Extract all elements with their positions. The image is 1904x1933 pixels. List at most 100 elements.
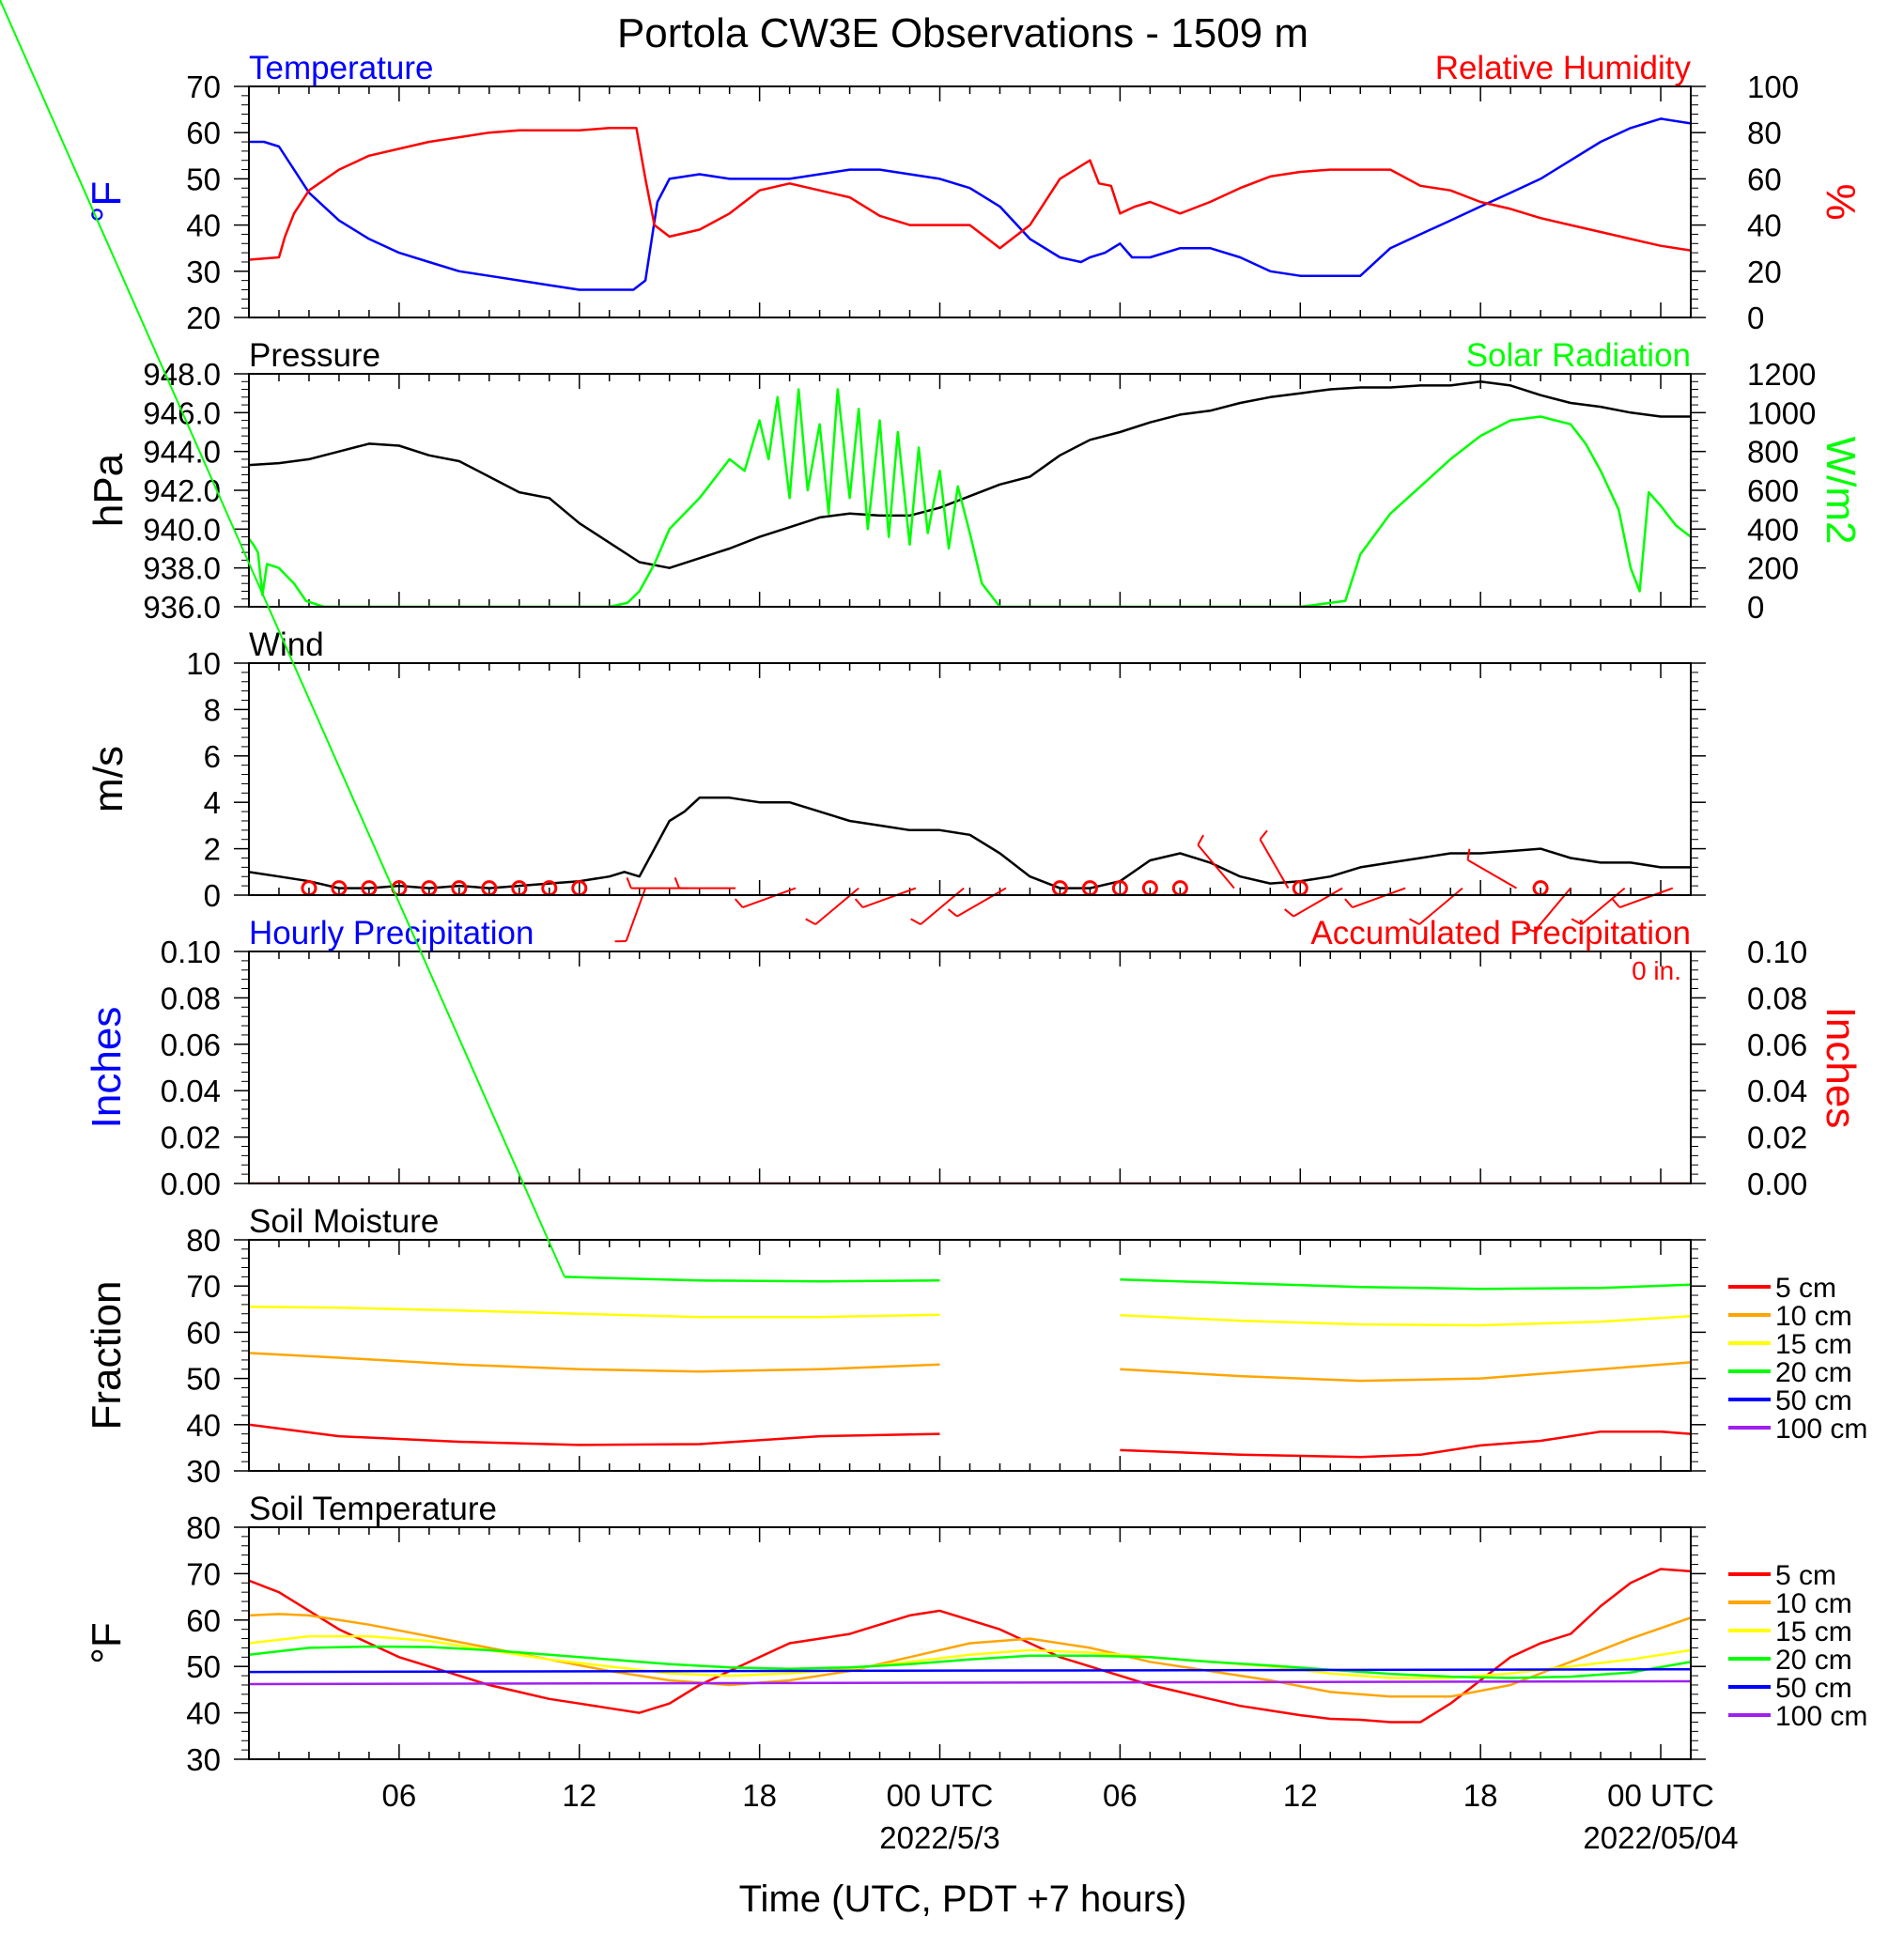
series-20-cm xyxy=(1120,1278,1691,1291)
panel-frame xyxy=(248,951,1692,1184)
panel-frame xyxy=(248,373,1692,608)
x-axis-title: Time (UTC, PDT +7 hours) xyxy=(739,1879,1187,1920)
series-group xyxy=(249,1276,1691,1459)
series-5-cm xyxy=(249,1423,940,1446)
wind-barb xyxy=(920,887,965,925)
legend-label: 10 cm xyxy=(1775,1588,1852,1619)
y-axis-title-right: % xyxy=(1818,183,1864,220)
panel-label-left: Soil Temperature xyxy=(249,1491,497,1527)
y-tick-label-left: 0.00 xyxy=(161,1167,221,1201)
y-tick-label-left: 40 xyxy=(186,209,221,243)
series-solar xyxy=(249,388,1691,607)
y-tick-label-right: 1200 xyxy=(1747,357,1816,392)
x-tick-label: 18 xyxy=(742,1778,777,1813)
wind-barb-flag xyxy=(734,898,744,908)
y-tick-label-right: 0.10 xyxy=(1747,935,1807,969)
y-tick-label-right: 0.02 xyxy=(1747,1121,1807,1155)
y-tick-label-right: 20 xyxy=(1747,255,1782,289)
y-axis-title-left: m/s xyxy=(85,746,132,812)
y-tick-label-right: 60 xyxy=(1747,162,1782,196)
x-tick-label: 12 xyxy=(562,1778,596,1813)
wind-barb-flag xyxy=(626,877,632,889)
legend-label: 5 cm xyxy=(1775,1560,1836,1591)
y-tick-label-left: 940.0 xyxy=(143,512,221,547)
wind-barb-flag xyxy=(1571,918,1583,926)
y-tick-label-left: 0 xyxy=(204,878,221,913)
wind-barb-flag xyxy=(1408,918,1420,926)
wind-barb-flag xyxy=(805,918,816,926)
legend-label: 100 cm xyxy=(1775,1414,1867,1445)
panel-label-left: Pressure xyxy=(249,337,380,374)
y-axis-title-left: °F xyxy=(84,181,130,223)
x-tick-label: 00 UTC xyxy=(887,1778,994,1813)
y-tick-label-left: 948.0 xyxy=(143,357,221,392)
y-tick-label-right: 0.04 xyxy=(1747,1074,1807,1108)
y-tick-label-right: 100 xyxy=(1747,70,1799,104)
y-tick-label-right: 1000 xyxy=(1747,395,1816,430)
wind-barb-flag xyxy=(910,918,921,926)
y-tick-label-left: 944.0 xyxy=(143,435,221,470)
series-10-cm xyxy=(249,1352,940,1373)
x-date-label: 2022/5/3 xyxy=(879,1820,999,1855)
wind-barb xyxy=(1352,887,1406,909)
y-tick-label-left: 40 xyxy=(186,1408,221,1443)
y-tick-label-right: 400 xyxy=(1747,512,1799,547)
x-tick-label: 00 UTC xyxy=(1607,1778,1714,1813)
series-10-cm xyxy=(1120,1361,1691,1383)
y-tick-label-right: 0.00 xyxy=(1747,1167,1807,1201)
x-date-label: 2022/05/04 xyxy=(1583,1820,1738,1855)
y-tick-label-left: 70 xyxy=(186,1269,221,1304)
panel-label-left: Temperature xyxy=(249,50,433,86)
y-tick-label-left: 0.06 xyxy=(161,1028,221,1062)
series-group xyxy=(249,1568,1691,1724)
y-tick-label-left: 936.0 xyxy=(143,590,221,625)
wind-barb xyxy=(814,887,859,925)
wind-barb-flag xyxy=(854,898,864,908)
wind-barb xyxy=(1619,887,1674,909)
legend-label: 15 cm xyxy=(1775,1616,1852,1647)
y-tick-label-left: 0.10 xyxy=(161,935,221,969)
x-tick-label: 18 xyxy=(1463,1778,1498,1813)
series-wind xyxy=(249,796,1691,889)
y-axis-title-right: Inches xyxy=(1818,1007,1864,1129)
panel-frame xyxy=(248,662,1692,896)
y-axis-title-left: Inches xyxy=(84,1007,130,1129)
y-tick-label-left: 50 xyxy=(186,1649,221,1684)
series-group xyxy=(249,380,1691,607)
panel-label-right: Accumulated Precipitation xyxy=(1310,915,1691,951)
x-tick-label: 12 xyxy=(1283,1778,1318,1813)
y-tick-label-left: 40 xyxy=(186,1696,221,1731)
series-15-cm xyxy=(249,1306,940,1319)
wind-barb xyxy=(862,887,917,909)
x-axis: 06 12 18 00 UTC 06 12 18 00 UTC 2022/5/3 2022/05/… xyxy=(382,1778,1739,1855)
panel-wind: 0 2 4 6 8 10 Wind m/s xyxy=(85,626,1706,943)
y-tick-label-left: 80 xyxy=(186,1510,221,1545)
wind-barb xyxy=(1293,887,1343,918)
legend-label: 15 cm xyxy=(1775,1329,1852,1360)
wind-barb-flag xyxy=(1523,926,1535,933)
y-tick-label-left: 938.0 xyxy=(143,551,221,586)
y-tick-label-left: 50 xyxy=(186,162,221,196)
panel-label-right: Solar Radiation xyxy=(1466,337,1691,374)
y-tick-label-left: 942.0 xyxy=(143,473,221,508)
panel-frame xyxy=(248,85,1692,318)
y-tick-label-left: 2 xyxy=(204,832,221,867)
panel-precip: 0.00 0.02 0.04 0.06 0.08 0.10 0.00 0.02 0.04 0.06… xyxy=(84,915,1864,1201)
x-tick-label: 06 xyxy=(1103,1778,1138,1813)
y-axis-title-left: hPa xyxy=(85,453,132,527)
wind-barb xyxy=(742,887,797,909)
y-axis-title-left: °F xyxy=(84,1622,130,1663)
wind-barb-flag xyxy=(1259,829,1268,841)
wind-barb-flag xyxy=(1611,898,1621,908)
panel-frame xyxy=(248,1526,1692,1760)
y-tick-label-right: 0.08 xyxy=(1747,981,1807,1015)
series-group xyxy=(249,796,1691,889)
y-axis-title-left: Fraction xyxy=(84,1281,130,1430)
wind-barb-flag xyxy=(1197,834,1204,846)
panel-temp-rh: 20 30 40 50 60 70 0 20 40 60 80 100 Temperature Relat… xyxy=(84,50,1864,335)
y-tick-label-left: 0.04 xyxy=(161,1074,221,1108)
y-tick-label-right: 800 xyxy=(1747,435,1799,470)
y-tick-label-left: 30 xyxy=(186,1742,221,1777)
series-15-cm xyxy=(1120,1313,1691,1327)
wind-barb-flag xyxy=(1284,908,1294,918)
